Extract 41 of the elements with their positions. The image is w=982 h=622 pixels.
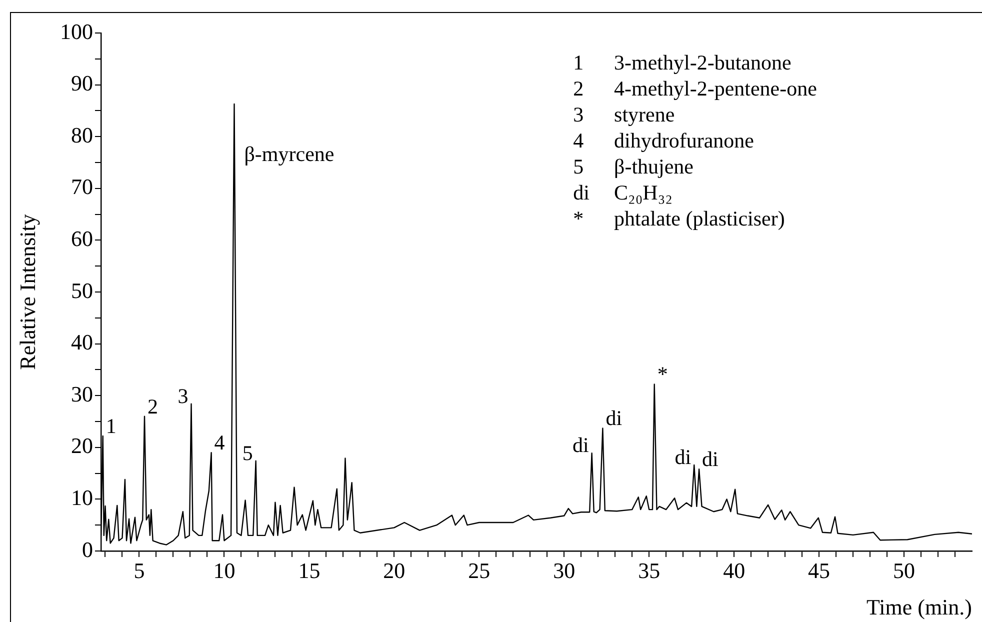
text: 2 4-methyl-2-pentene-one	[573, 76, 817, 101]
x-tick-label: 40	[723, 558, 746, 583]
y-tick-label: 50	[71, 278, 93, 303]
annotation: di	[702, 447, 719, 472]
text: 1 3-methyl-2-butanone	[573, 50, 792, 75]
y-tick-label: 30	[71, 381, 93, 406]
x-axis-title: Time (min.)	[866, 594, 972, 620]
text: * phtalate (plasticiser)	[573, 206, 785, 231]
y-tick-label: 60	[71, 226, 93, 251]
text: 4 dihydrofuranone	[573, 128, 754, 153]
text: 3 styrene	[573, 102, 675, 127]
y-tick-label: 90	[71, 70, 93, 96]
annotation: 2	[148, 394, 158, 418]
annotation: di	[572, 433, 589, 458]
x-tick-label: 45	[808, 558, 830, 583]
y-tick-label: 100	[60, 18, 93, 44]
y-tick-label: 40	[71, 330, 93, 355]
annotation: 1	[106, 414, 116, 438]
x-tick-label: 50	[893, 558, 916, 583]
annotation: β-myrcene	[244, 142, 334, 166]
text: 5 β-thujene	[573, 154, 694, 179]
x-tick-label: 25	[468, 558, 490, 583]
y-axis-title: Relative Intensity	[14, 214, 40, 370]
annotation: 3	[178, 384, 188, 408]
annotation: di C₂₀H₃₂	[573, 180, 672, 205]
annotation: di	[674, 445, 692, 470]
x-tick-label: 35	[638, 558, 660, 583]
y-tick-label: 20	[71, 433, 93, 458]
annotation: di	[606, 406, 622, 430]
x-tick-label: 20	[383, 558, 406, 583]
annotation: *	[657, 362, 668, 386]
y-tick-label: 80	[71, 122, 93, 148]
annotation: 4	[214, 430, 226, 455]
y-tick-label: 70	[71, 174, 93, 200]
x-tick-label: 15	[298, 558, 320, 583]
x-tick-label: 30	[553, 558, 576, 583]
x-tick-label: 5	[134, 558, 145, 583]
y-tick-label: 0	[82, 536, 93, 562]
x-tick-label: 10	[213, 558, 236, 583]
y-tick-label: 10	[71, 484, 93, 510]
annotation: 5	[242, 440, 253, 465]
